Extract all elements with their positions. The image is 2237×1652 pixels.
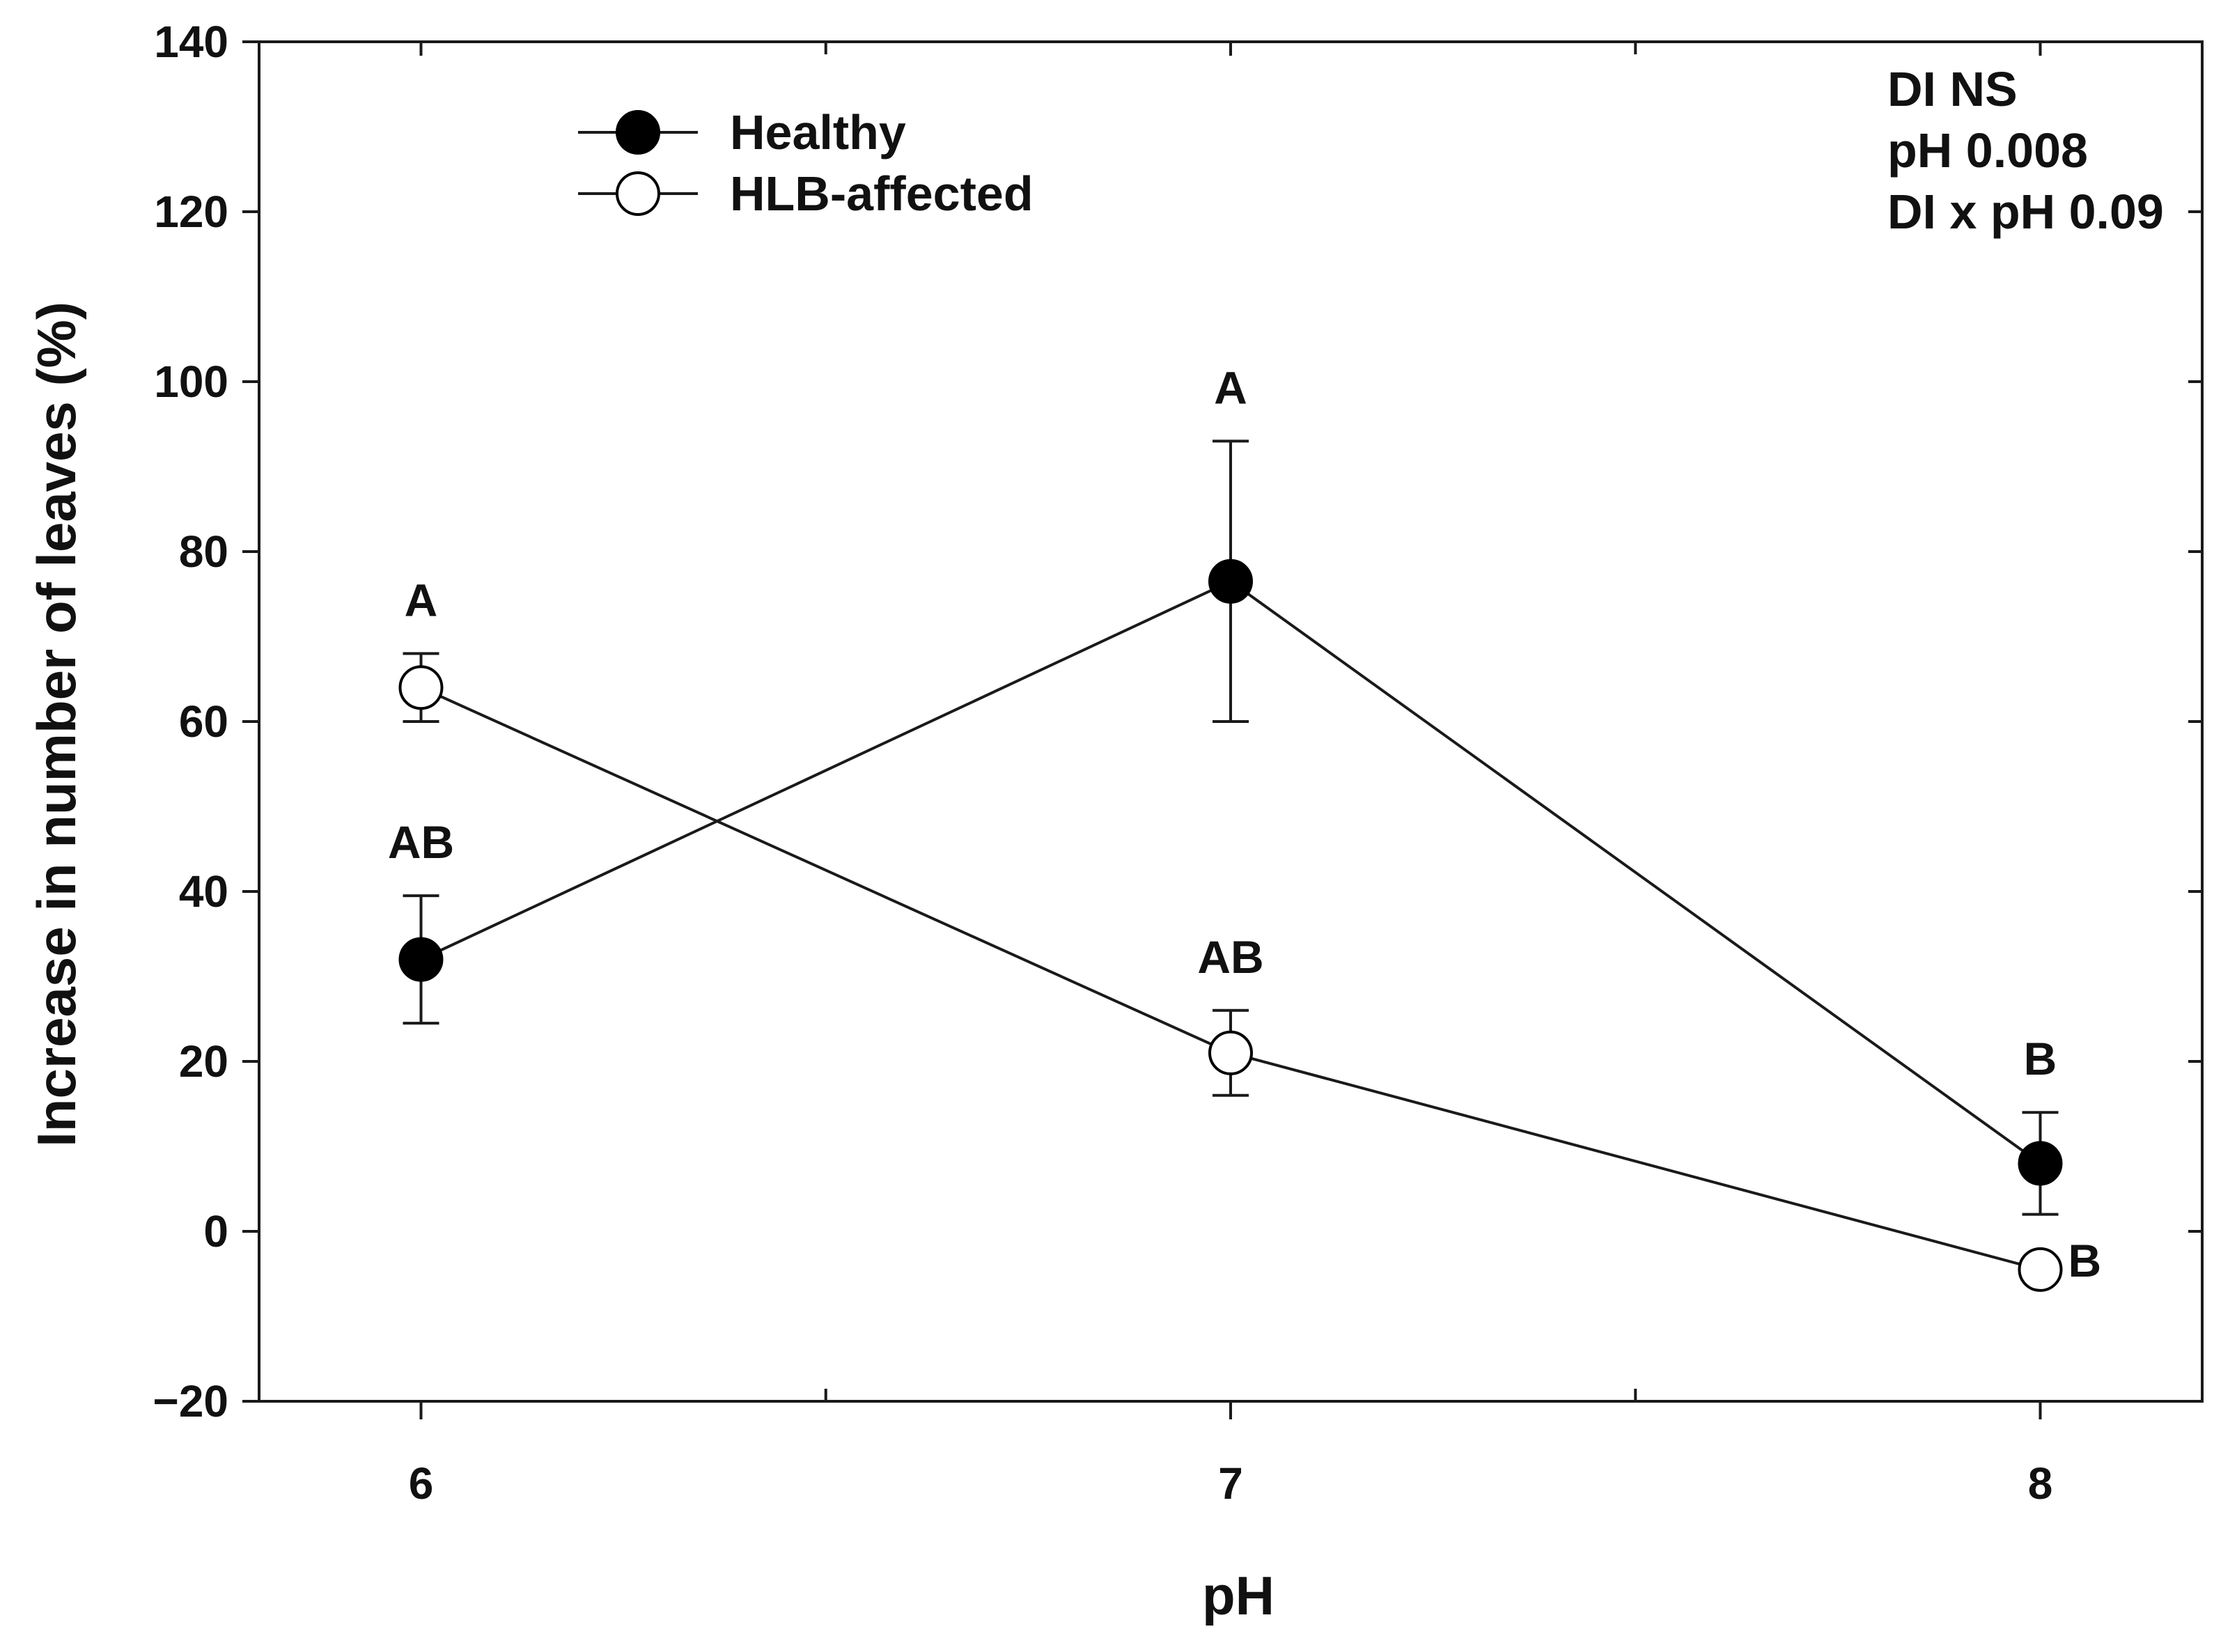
x-axis-title: pH: [1202, 1565, 1275, 1626]
series-hlb-affected: [398, 652, 2063, 1292]
series-healthy: [398, 439, 2063, 1216]
annotation-line: pH 0.008: [1887, 123, 2088, 178]
y-tick-label: 120: [154, 187, 228, 237]
y-axis-title: Increase in number of leaves (%): [26, 302, 87, 1147]
legend-label: Healthy: [730, 105, 906, 159]
significance-letter: A: [405, 574, 438, 625]
data-point: [2018, 1247, 2063, 1292]
x-tick-label: 6: [409, 1458, 434, 1509]
y-tick-label: 100: [154, 357, 228, 407]
y-tick-label: 140: [154, 17, 228, 67]
significance-letter: AB: [388, 816, 454, 868]
annotation-line: DI NS: [1887, 62, 2018, 116]
legend-marker: [616, 171, 660, 216]
legend-marker: [616, 110, 660, 155]
data-point: [398, 665, 444, 710]
y-tick-label: −20: [153, 1376, 228, 1426]
significance-letter: B: [2068, 1235, 2102, 1286]
data-point: [398, 937, 444, 982]
significance-letter: B: [2024, 1033, 2057, 1084]
stats-annotation: DI NS pH 0.008 DI x pH 0.09: [1887, 62, 2164, 239]
significance-letter: AB: [1197, 931, 1263, 983]
data-point: [1208, 1030, 1253, 1075]
x-tick-label: 8: [2028, 1458, 2053, 1509]
y-tick-label: 80: [179, 527, 228, 577]
series-layer: [398, 439, 2063, 1292]
legend-item: HLB-affected: [578, 166, 1034, 221]
y-tick-label: 20: [179, 1036, 228, 1086]
data-point: [1208, 559, 1253, 604]
y-tick-label: 60: [179, 696, 228, 747]
axes: −20 0 20 40 60 80 100 120 140 6 7 8: [153, 17, 2204, 1509]
data-point: [2018, 1141, 2063, 1186]
legend-item: Healthy: [578, 105, 906, 159]
annotation-line: DI x pH 0.09: [1887, 185, 2164, 239]
x-tick-label: 7: [1218, 1458, 1243, 1509]
y-tick-label: 0: [203, 1206, 228, 1256]
y-tick-label: 40: [179, 866, 228, 917]
legend-label: HLB-affected: [730, 166, 1034, 221]
significance-letter: A: [1214, 361, 1247, 413]
legend: Healthy HLB-affected: [578, 105, 1034, 221]
